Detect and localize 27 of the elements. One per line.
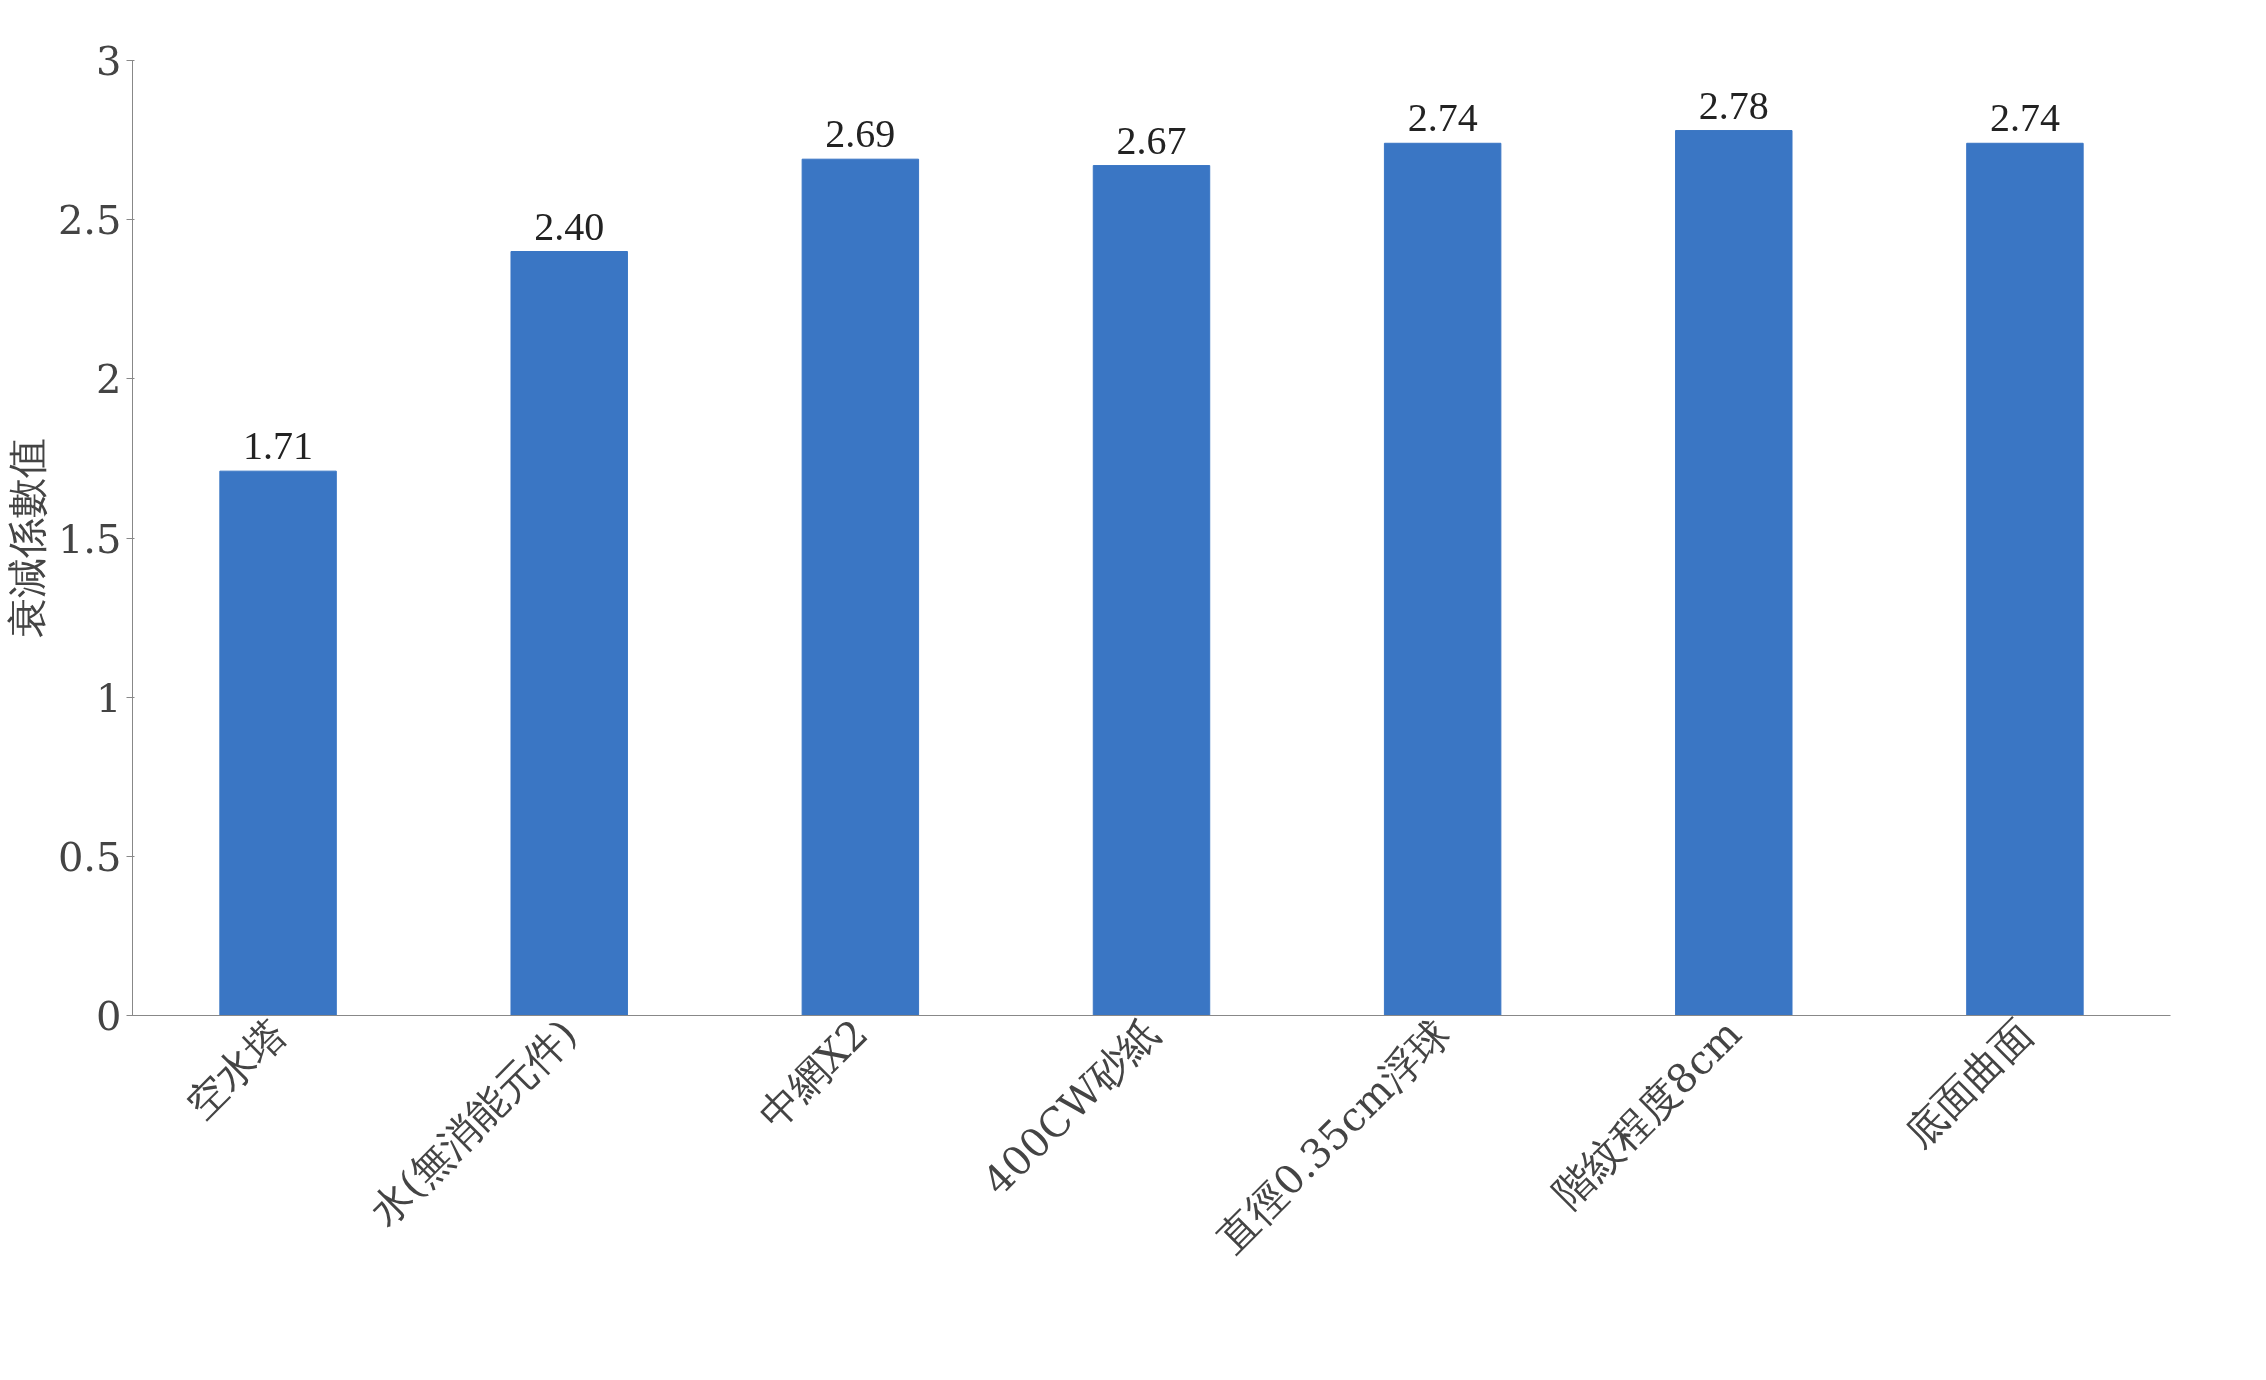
y-tick-label: 2.5 (57, 197, 122, 244)
bar (510, 251, 628, 1016)
y-tick-label: 0 (96, 993, 122, 1039)
bar (1092, 165, 1211, 1016)
bar (1383, 142, 1502, 1016)
data-label: 2.74 (1407, 95, 1478, 141)
bar (1966, 142, 2084, 1016)
bar (1675, 130, 1793, 1016)
y-tick-label: 1 (96, 674, 122, 721)
y-tick-label: 1.5 (57, 515, 122, 562)
y-axis-title: 衰減係數值 (3, 438, 50, 638)
data-label: 2.74 (1989, 95, 2060, 141)
data-label: 2.40 (534, 203, 605, 249)
y-tick-label: 3 (96, 38, 122, 84)
data-label: 2.69 (825, 111, 896, 157)
x-tick-label: 水(無消能元件) (361, 1010, 586, 1235)
x-tick-label: 中網X2 (749, 1010, 877, 1138)
bar (801, 158, 920, 1016)
y-tick-label: 0.5 (57, 833, 122, 880)
data-label: 1.71 (243, 423, 314, 469)
y-tick-label: 2 (96, 356, 122, 403)
x-tick-label: 空水塔 (176, 1010, 295, 1128)
x-tick-label: 底面曲面 (1895, 1010, 2042, 1156)
data-label: 2.78 (1698, 82, 1769, 128)
data-label: 2.67 (1116, 117, 1187, 163)
bar (219, 470, 337, 1016)
x-tick-label: 階紋程度8cm (1543, 1010, 1751, 1217)
